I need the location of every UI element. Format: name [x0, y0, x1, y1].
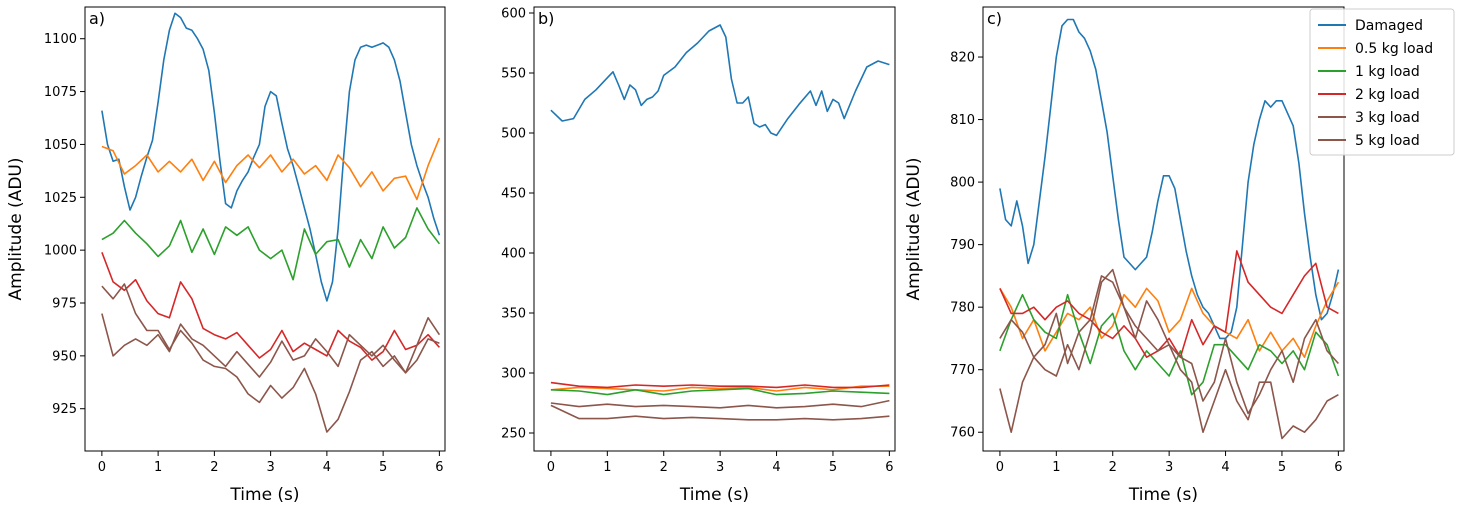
x-axis-label: Time (s): [679, 485, 749, 505]
x-tick-label: 4: [772, 460, 780, 475]
series-lines: [550, 24, 890, 421]
x-tick-label: 2: [1109, 460, 1117, 475]
x-axis-label: Time (s): [1128, 485, 1198, 505]
series-line-2-kg-load: [101, 252, 440, 361]
legend-item: 0.5 kg load: [1318, 41, 1433, 57]
y-axis-label: Amplitude (ADU): [904, 158, 924, 301]
y-tick-label: 820: [950, 51, 975, 66]
y-tick-label: 925: [52, 402, 77, 417]
legend-item: 5 kg load: [1318, 133, 1420, 149]
y-tick-label: 500: [501, 127, 526, 142]
series-line-5-kg-load: [999, 268, 1339, 440]
series-line-damaged: [999, 18, 1340, 340]
series-line-1-kg-load: [101, 207, 441, 281]
x-tick-label: 1: [154, 460, 162, 475]
series-line-damaged: [550, 24, 890, 137]
series-line-3-kg-load: [101, 283, 441, 433]
y-tick-label: 975: [52, 297, 77, 312]
series-line-0-5-kg-load: [101, 137, 441, 201]
y-tick-label: 1075: [44, 85, 77, 100]
x-tick-label: 0: [547, 460, 555, 475]
y-tick-label: 1025: [44, 191, 77, 206]
panel-a: 0 1 2 3 4 5 6 925 950 975 1000 1025 1050 1075 1100 a) Ti…: [6, 6, 446, 505]
legend-item: 3 kg load: [1318, 110, 1420, 126]
y-tick-label: 250: [501, 427, 526, 442]
y-axis-label: Amplitude (ADU): [6, 158, 26, 301]
series-line-2-kg-load: [999, 250, 1339, 359]
series-line-2-kg-load: [550, 381, 890, 389]
x-tick-label: 0: [996, 460, 1004, 475]
y-tick-label: 770: [950, 363, 975, 378]
x-axis-label: Time (s): [229, 485, 299, 505]
panel-label-a: a): [89, 9, 105, 28]
x-tick-label: 2: [660, 460, 668, 475]
legend-box: [1309, 8, 1455, 156]
x-tick-label: 6: [885, 460, 893, 475]
series-line-0-5-kg-load: [550, 385, 890, 392]
legend-item: Damaged: [1318, 18, 1423, 34]
y-tick-label: 450: [501, 187, 526, 202]
series-line-3-kg-load: [550, 399, 890, 409]
x-tick-label: 1: [603, 460, 611, 475]
x-tick-label: 1: [1052, 460, 1060, 475]
legend-label: 1 kg load: [1355, 64, 1420, 80]
series-line-5-kg-load: [101, 313, 440, 378]
y-tick-label: 1100: [44, 32, 77, 47]
y-tick-label: 400: [501, 247, 526, 262]
y-tick-label: 760: [950, 426, 975, 441]
x-tick-label: 6: [1334, 460, 1342, 475]
y-tick-label: 810: [950, 113, 975, 128]
series-line-1-kg-load: [999, 293, 1340, 396]
x-tick-label: 5: [1278, 460, 1286, 475]
series-lines: [999, 18, 1340, 440]
x-tick-label: 2: [210, 460, 218, 475]
series-lines: [101, 12, 441, 433]
legend-item: 1 kg load: [1318, 64, 1420, 80]
x-tick-label: 6: [435, 460, 443, 475]
series-line-damaged: [101, 12, 441, 302]
panel-c: 0 1 2 3 4 5 6 760 770 780 790 800 810 820 c) Time (s) Am…: [904, 6, 1345, 505]
y-tick-label: 350: [501, 307, 526, 322]
y-tick-label: 550: [501, 67, 526, 82]
legend-label: 2 kg load: [1355, 87, 1420, 103]
y-tick-label: 600: [501, 7, 526, 22]
y-tick-label: 950: [52, 349, 77, 364]
y-tick-label: 790: [950, 238, 975, 253]
x-tick-label: 3: [716, 460, 724, 475]
plot-frame: [84, 6, 446, 452]
x-tick-label: 3: [266, 460, 274, 475]
x-tick-label: 5: [379, 460, 387, 475]
series-line-1-kg-load: [550, 387, 890, 396]
y-tick-label: 800: [950, 176, 975, 191]
y-tick-label: 780: [950, 301, 975, 316]
legend-label: 0.5 kg load: [1355, 41, 1433, 57]
legend-label: Damaged: [1355, 18, 1423, 34]
y-tick-label: 1000: [44, 244, 77, 259]
panel-b: 0 1 2 3 4 5 6 250 300 350 400 450 500 550 600 b) Time (s…: [501, 6, 896, 505]
panel-label-c: c): [987, 9, 1002, 28]
legend-label: 3 kg load: [1355, 110, 1420, 126]
legend-label: 5 kg load: [1355, 133, 1420, 149]
plot-frame: [982, 6, 1345, 452]
x-tick-label: 5: [829, 460, 837, 475]
x-tick-label: 4: [1221, 460, 1229, 475]
legend-item: 2 kg load: [1318, 87, 1420, 103]
x-tick-label: 3: [1165, 460, 1173, 475]
y-tick-label: 1050: [44, 138, 77, 153]
legend: Damaged 0.5 kg load 1 kg load 2 kg load 3 kg…: [1309, 8, 1455, 156]
panel-label-b: b): [538, 9, 554, 28]
x-tick-label: 4: [323, 460, 331, 475]
y-tick-label: 300: [501, 367, 526, 382]
series-line-5-kg-load: [550, 404, 890, 421]
plot-frame: [533, 6, 896, 452]
x-tick-label: 0: [98, 460, 106, 475]
